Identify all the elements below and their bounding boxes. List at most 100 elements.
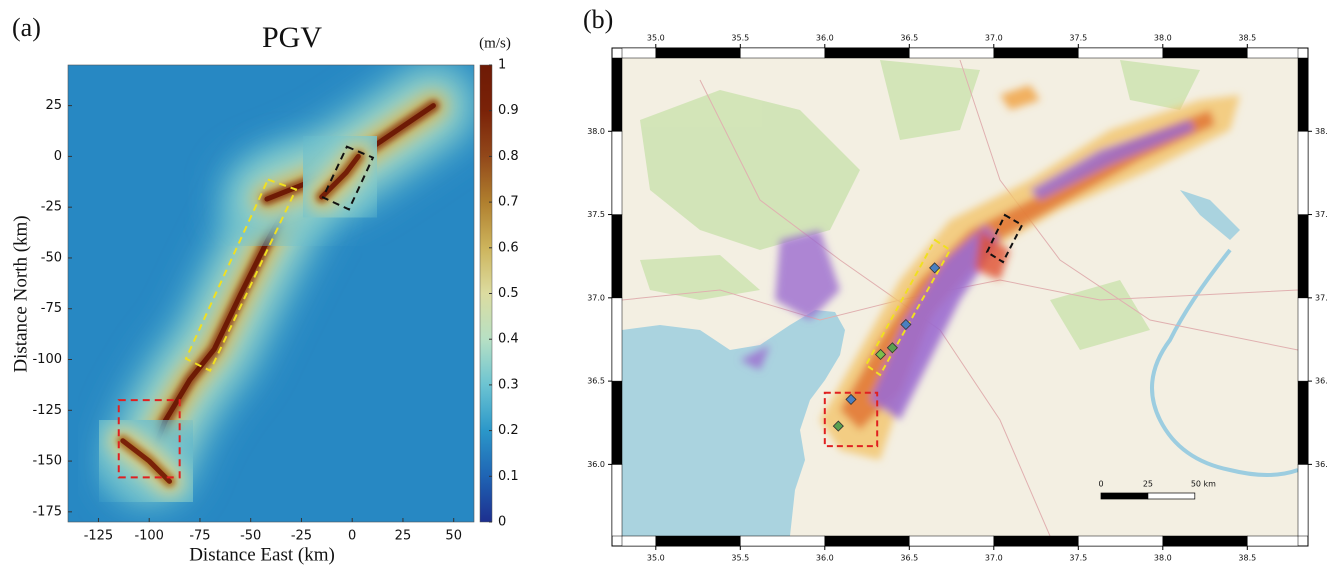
frame-band bbox=[993, 47, 1079, 59]
lat-tick-label: 36.0 bbox=[587, 460, 605, 469]
colorbar-tick-label: 0.8 bbox=[498, 149, 519, 164]
scale-bar-segment bbox=[1100, 492, 1149, 500]
frame-band bbox=[1247, 535, 1299, 547]
ridge bbox=[319, 153, 361, 200]
frame-band bbox=[611, 380, 623, 465]
frame-band bbox=[909, 535, 995, 547]
y-tick-label: -100 bbox=[32, 352, 62, 367]
frame-band bbox=[1162, 535, 1248, 547]
frame-band bbox=[1297, 380, 1309, 465]
lon-tick-label: 36.0 bbox=[816, 554, 834, 563]
lat-tick-label: 38.0 bbox=[587, 127, 605, 136]
frame-band bbox=[824, 535, 910, 547]
x-tick-label: 25 bbox=[395, 529, 412, 544]
lat-tick-label: 37.0 bbox=[1315, 293, 1328, 302]
station bbox=[886, 342, 898, 354]
scale-bar-label: 50 km bbox=[1191, 480, 1216, 489]
frame-band bbox=[611, 57, 623, 132]
x-tick-label: -125 bbox=[84, 529, 114, 544]
lat-tick-label: 38.0 bbox=[1315, 127, 1328, 136]
panel-label: (a) bbox=[12, 13, 41, 42]
lat-tick-label: 37.0 bbox=[587, 293, 605, 302]
colorbar-tick-label: 0.3 bbox=[498, 377, 519, 392]
panel-label: (b) bbox=[583, 5, 613, 34]
colorbar-tick-label: 0.1 bbox=[498, 469, 519, 484]
chart-title: PGV bbox=[262, 21, 322, 54]
colorbar-tick-label: 0.2 bbox=[498, 423, 519, 438]
dashed-box bbox=[823, 391, 879, 448]
x-tick-label: 0 bbox=[348, 529, 356, 544]
y-tick-label: -175 bbox=[32, 504, 62, 519]
colorbar-label: (m/s) bbox=[479, 35, 511, 51]
frame-band bbox=[740, 47, 826, 59]
colorbar-tick-label: 0.5 bbox=[498, 286, 519, 301]
frame-band bbox=[621, 535, 657, 547]
frame-band bbox=[611, 297, 623, 382]
lat-tick-label: 36.0 bbox=[1315, 460, 1328, 469]
lon-tick-label: 36.5 bbox=[900, 554, 918, 563]
frame-band bbox=[740, 535, 826, 547]
y-tick-label: -25 bbox=[41, 200, 62, 215]
colorbar-tick-label: 0 bbox=[498, 515, 506, 530]
frame-band bbox=[611, 464, 623, 537]
plot-frame bbox=[67, 64, 475, 523]
pgv-overlay bbox=[740, 85, 1240, 460]
lon-tick-label: 38.5 bbox=[1238, 34, 1256, 43]
colorbar-tick-label: 0.6 bbox=[498, 240, 519, 255]
station bbox=[875, 348, 887, 361]
y-tick-label: -50 bbox=[41, 250, 62, 265]
frame-band bbox=[1297, 131, 1309, 215]
lon-tick-label: 36.0 bbox=[816, 34, 834, 43]
x-tick-label: -25 bbox=[291, 529, 312, 544]
lon-tick-label: 36.5 bbox=[900, 34, 918, 43]
frame-band bbox=[1078, 47, 1164, 59]
colorbar-tick-label: 0.7 bbox=[498, 195, 519, 210]
frame-band bbox=[993, 535, 1079, 547]
x-tick-label: -50 bbox=[240, 529, 261, 544]
y-tick-label: -150 bbox=[32, 454, 62, 469]
x-tick-label: -75 bbox=[189, 529, 210, 544]
station bbox=[929, 262, 941, 274]
scale-bar-label: 0 bbox=[1098, 480, 1103, 489]
lon-tick-label: 37.0 bbox=[985, 554, 1003, 563]
lat-tick-label: 37.5 bbox=[587, 210, 605, 219]
lon-tick-label: 37.5 bbox=[1069, 554, 1087, 563]
lon-tick-label: 35.0 bbox=[647, 554, 665, 563]
dashed-box bbox=[864, 238, 952, 377]
lon-tick-label: 37.5 bbox=[1069, 34, 1087, 43]
basemap bbox=[622, 58, 1298, 536]
river bbox=[1150, 248, 1298, 477]
lon-tick-label: 37.0 bbox=[985, 34, 1003, 43]
y-tick-label: 25 bbox=[45, 98, 62, 113]
lake bbox=[1180, 190, 1240, 240]
frame-band bbox=[1078, 535, 1164, 547]
x-tick-label: 50 bbox=[445, 529, 462, 544]
station bbox=[845, 393, 857, 405]
frame-band bbox=[1297, 57, 1309, 132]
frame-band bbox=[1247, 47, 1299, 59]
dashed-box bbox=[184, 178, 298, 373]
scale-bar-segment bbox=[1147, 492, 1196, 500]
frame-band bbox=[655, 47, 741, 59]
colorbar-tick-label: 0.4 bbox=[498, 332, 519, 347]
lat-tick-label: 37.5 bbox=[1315, 210, 1328, 219]
y-axis-label: Distance North (km) bbox=[10, 215, 31, 372]
frame-band bbox=[1162, 47, 1248, 59]
frame-band bbox=[1297, 214, 1309, 299]
lon-tick-label: 35.0 bbox=[647, 34, 665, 43]
station bbox=[900, 318, 912, 331]
heatmap bbox=[68, 65, 474, 522]
colorbar-tick-label: 1 bbox=[498, 58, 506, 73]
dashed-box bbox=[117, 399, 181, 479]
lat-tick-label: 36.5 bbox=[1315, 377, 1328, 386]
vegetation bbox=[640, 60, 1200, 350]
sea bbox=[622, 310, 845, 536]
lon-tick-label: 38.0 bbox=[1154, 554, 1172, 563]
frame-band bbox=[1297, 297, 1309, 382]
lon-tick-label: 35.5 bbox=[731, 554, 749, 563]
lon-tick-label: 38.5 bbox=[1238, 554, 1256, 563]
y-tick-label: -125 bbox=[32, 403, 62, 418]
station bbox=[832, 420, 844, 432]
lon-tick-label: 35.5 bbox=[731, 34, 749, 43]
